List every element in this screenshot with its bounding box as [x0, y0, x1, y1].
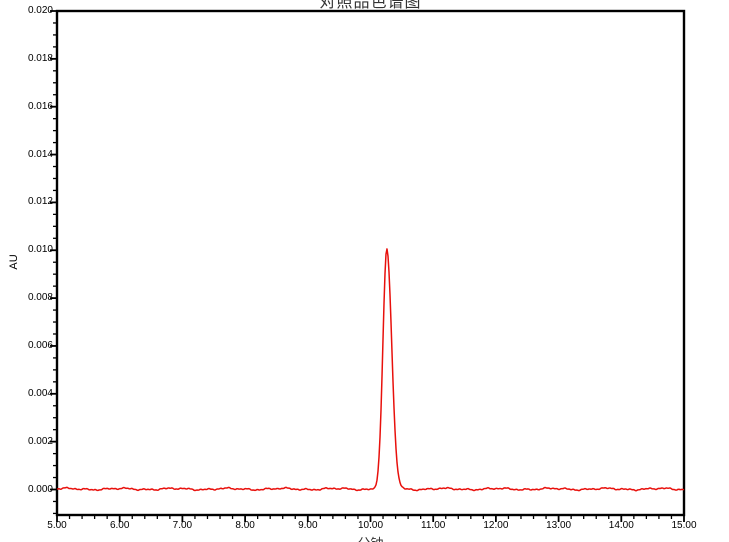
x-tick-label: 9.00 — [298, 520, 318, 531]
x-tick-label: 13.00 — [546, 520, 572, 531]
y-tick-label: 0.008 — [27, 292, 53, 304]
x-tick-label: 14.00 — [608, 520, 634, 531]
x-tick-label: 5.00 — [47, 520, 67, 531]
x-tick-label: 6.00 — [109, 520, 130, 531]
y-tick-label: 0.014 — [27, 148, 53, 160]
x-tick-label: 15.00 — [671, 520, 697, 531]
x-tick-label: 8.00 — [235, 520, 255, 531]
y-tick-label: 0.004 — [27, 387, 53, 399]
plot-border — [55, 9, 686, 517]
x-axis-label: 分钟 — [57, 533, 684, 542]
x-tick-label: 7.00 — [172, 520, 193, 531]
y-tick-label: 0.018 — [27, 52, 53, 64]
y-tick-label: 0.010 — [27, 244, 53, 256]
y-tick-label: 0.000 — [27, 483, 53, 495]
y-tick-label: 0.020 — [27, 5, 53, 16]
chromatogram-trace — [56, 248, 685, 492]
y-tick-label: 0.006 — [27, 339, 53, 351]
x-tick-label: 12.00 — [483, 520, 509, 531]
x-tick-label: 11.00 — [421, 520, 446, 531]
y-tick-label: 0.002 — [27, 435, 53, 447]
y-tick-label: 0.016 — [27, 100, 53, 112]
x-tick-label: 10.00 — [357, 520, 384, 531]
y-tick-label: 0.012 — [27, 196, 53, 208]
chart-title: 对照品色谱图 — [319, 0, 422, 11]
